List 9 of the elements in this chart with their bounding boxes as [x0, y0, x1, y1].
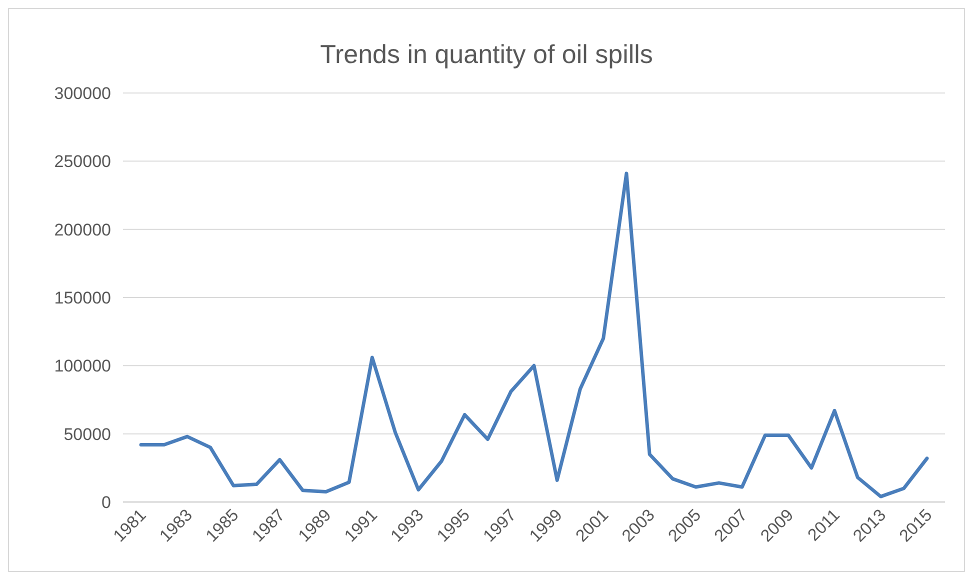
line-series: [139, 172, 929, 498]
y-tick-label: 200000: [54, 220, 111, 240]
chart-title: Trends in quantity of oil spills: [320, 39, 653, 69]
y-tick-label: 250000: [54, 152, 111, 172]
y-tick-label: 100000: [54, 356, 111, 376]
y-tick-label: 150000: [54, 288, 111, 308]
y-tick-label: 300000: [54, 84, 111, 103]
y-tick-label: 50000: [64, 424, 111, 444]
y-tick-label: 0: [102, 492, 111, 512]
